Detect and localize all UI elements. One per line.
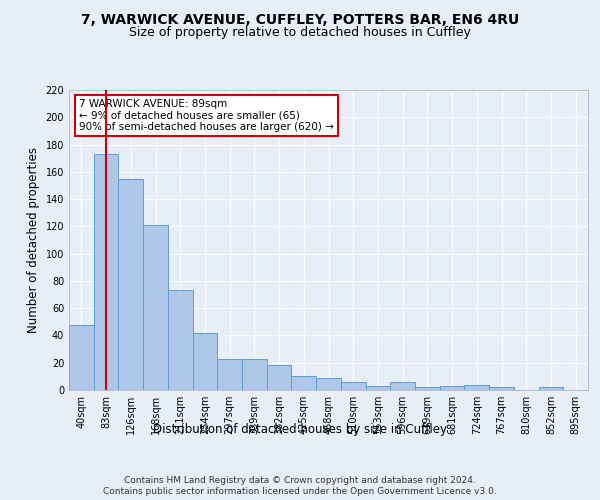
Bar — [143, 225, 168, 390]
Bar — [440, 386, 464, 390]
Bar — [341, 382, 365, 390]
Bar — [539, 388, 563, 390]
Bar — [69, 324, 94, 390]
Text: 7, WARWICK AVENUE, CUFFLEY, POTTERS BAR, EN6 4RU: 7, WARWICK AVENUE, CUFFLEY, POTTERS BAR,… — [81, 12, 519, 26]
Bar — [390, 382, 415, 390]
Bar — [464, 384, 489, 390]
Bar — [316, 378, 341, 390]
Text: Distribution of detached houses by size in Cuffley: Distribution of detached houses by size … — [153, 422, 447, 436]
Text: Contains public sector information licensed under the Open Government Licence v3: Contains public sector information licen… — [103, 488, 497, 496]
Bar — [193, 332, 217, 390]
Bar — [217, 358, 242, 390]
Bar — [94, 154, 118, 390]
Text: Contains HM Land Registry data © Crown copyright and database right 2024.: Contains HM Land Registry data © Crown c… — [124, 476, 476, 485]
Bar — [292, 376, 316, 390]
Bar — [242, 358, 267, 390]
Text: Size of property relative to detached houses in Cuffley: Size of property relative to detached ho… — [129, 26, 471, 39]
Y-axis label: Number of detached properties: Number of detached properties — [27, 147, 40, 333]
Bar — [168, 290, 193, 390]
Bar — [415, 388, 440, 390]
Bar — [118, 178, 143, 390]
Bar — [267, 366, 292, 390]
Bar — [365, 386, 390, 390]
Text: 7 WARWICK AVENUE: 89sqm
← 9% of detached houses are smaller (65)
90% of semi-det: 7 WARWICK AVENUE: 89sqm ← 9% of detached… — [79, 99, 334, 132]
Bar — [489, 388, 514, 390]
